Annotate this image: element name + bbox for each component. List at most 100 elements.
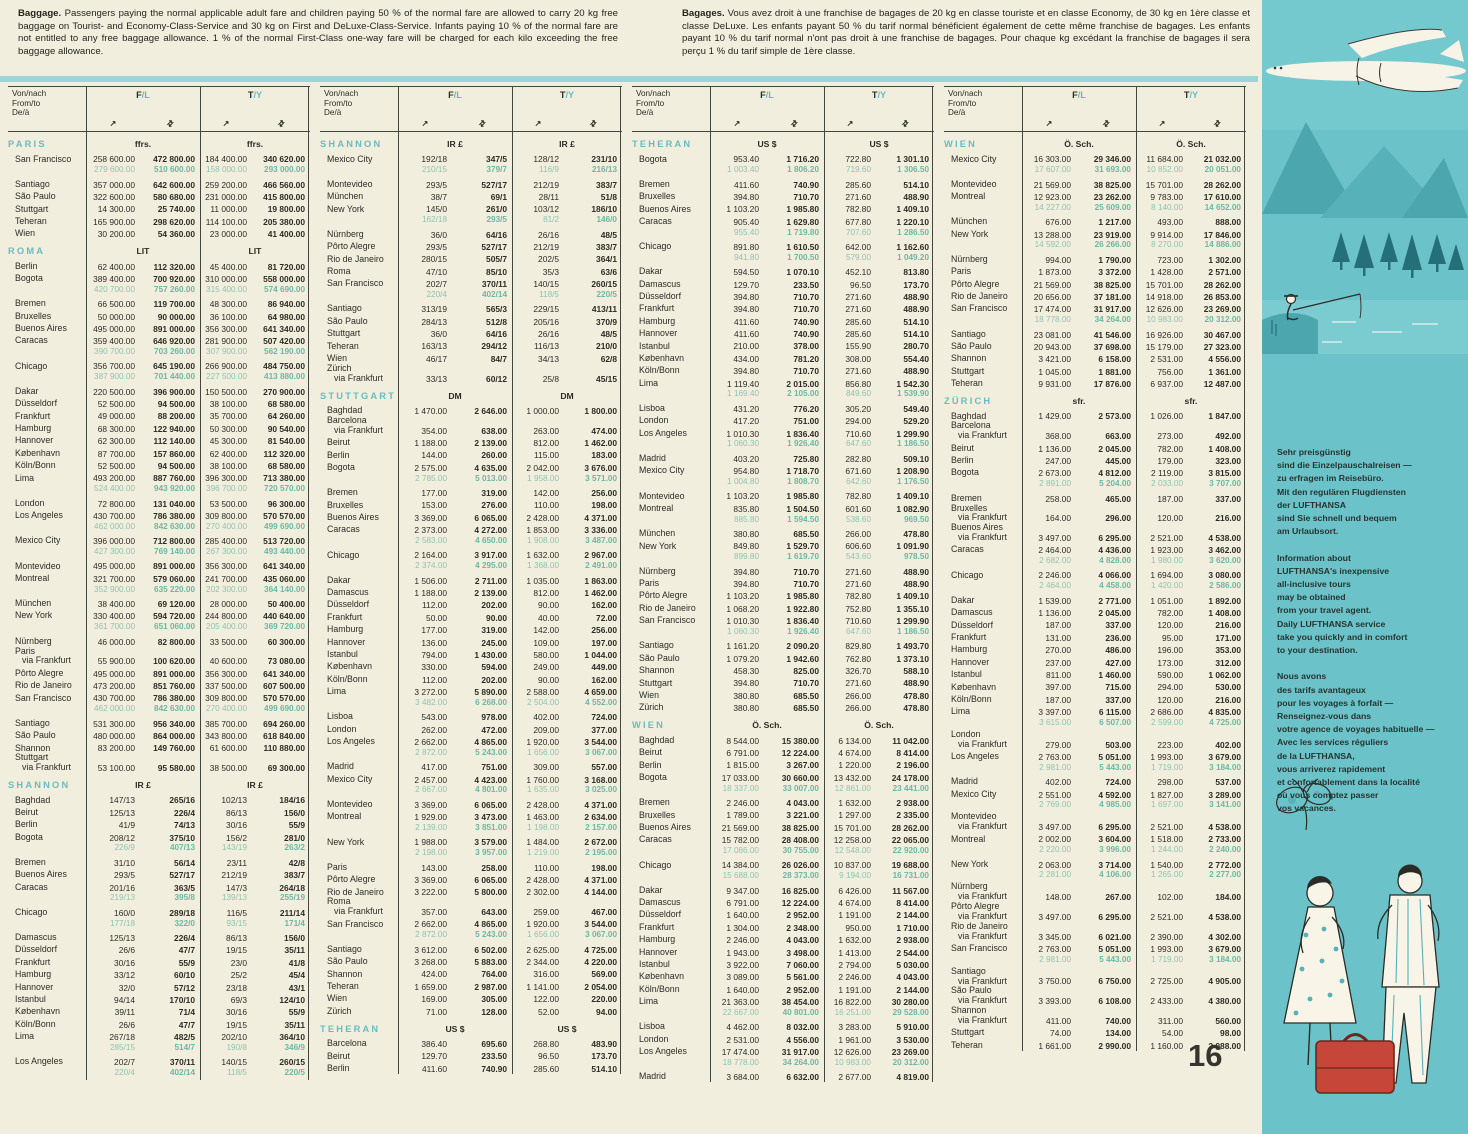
destination-label: Teheran	[15, 215, 47, 226]
fare-value-alt: 12 861.00	[834, 783, 871, 793]
fare-value: 212/19	[533, 179, 559, 190]
fare-value: 12 224.00	[781, 897, 819, 908]
fare-value: 48 300.00	[209, 299, 247, 310]
destination-label: San Francisco	[639, 615, 696, 626]
fare-value: 764.00	[481, 969, 507, 980]
fare-value-alt: 2 872.00	[415, 747, 447, 757]
fare-value: 50 300.00	[209, 423, 247, 434]
fare-value-alt: 279 600.00	[94, 165, 135, 175]
fare-value-alt: 3 067.00	[585, 747, 617, 757]
fare-value: 607 500.00	[263, 680, 305, 691]
tourist-class-header: T/Y	[247, 90, 263, 100]
fare-value: 1 632.00	[838, 798, 871, 808]
fare-value: 6 791.00	[726, 748, 759, 759]
fare-value-alt: 25 609.00	[1094, 202, 1131, 212]
fare-value: 488.90	[903, 304, 929, 315]
fare-value: 241 700.00	[205, 573, 247, 584]
fare-value: 17 610.00	[1203, 191, 1241, 202]
fare-row: Istanbul 811.00 1 460.00 590.00 1 062.00	[944, 668, 1246, 680]
destination-label: Mexico City	[327, 153, 373, 164]
fare-value: 271.60	[845, 304, 871, 315]
fare-value: 50.00	[426, 612, 447, 623]
fare-value: 891 000.00	[153, 668, 195, 679]
fare-value-alt: 1 719.00	[1151, 954, 1183, 964]
fare-value: 36 100.00	[209, 311, 247, 322]
destination-label: Stuttgart	[327, 328, 361, 339]
fare-value: 3 089.00	[726, 972, 759, 983]
origin-city-label: STUTTGART	[320, 390, 397, 401]
couple-icon	[1283, 864, 1440, 1094]
destination-label: Istanbul	[15, 994, 46, 1005]
fare-value: 173.70	[903, 279, 929, 290]
fare-row-alt-season: 955.40 1 719.80 707.60 1 286.50	[632, 227, 934, 237]
destination-label: Bruxelles via Frankfurt	[951, 502, 1007, 523]
fare-value-alt: 216/13	[591, 165, 617, 175]
destination-label: Düsseldorf	[951, 619, 994, 630]
baggage-text-french: Bagages. Vous avez droit à une franchise…	[682, 8, 1250, 57]
oneway-arrow-icon: ↗	[846, 119, 854, 129]
destination-label: Chicago	[327, 549, 360, 560]
fare-value-alt: 20 051.00	[1204, 165, 1241, 175]
fare-value-alt: 1 186.50	[897, 626, 929, 636]
fare-value: 488.90	[903, 366, 929, 377]
fare-value: 163/13	[421, 341, 447, 352]
destination-label: Bremen	[951, 492, 982, 503]
fare-value: 2 575.00	[414, 462, 447, 473]
fare-value: 26/6	[118, 945, 135, 956]
fare-value-alt: 2 220.00	[1039, 845, 1071, 855]
destination-label: Mexico City	[951, 153, 997, 164]
fare-value: 2 335.00	[896, 810, 929, 821]
fare-value: 244 800.00	[205, 611, 247, 622]
fare-value: 710.70	[793, 366, 819, 377]
fare-value: 434.00	[733, 353, 759, 364]
fare-value: 606.60	[845, 541, 871, 552]
fare-value: 956 340.00	[153, 718, 195, 729]
destination-label: Wien	[15, 228, 36, 239]
fare-value: 394.80	[733, 291, 759, 302]
fare-value: 40 600.00	[209, 656, 247, 667]
fare-value: 9 783.00	[1150, 191, 1183, 202]
fare-row: Bruxelles 153.00 276.00 110.00 198.00	[320, 498, 622, 511]
fare-value: 6 021.00	[1098, 931, 1131, 942]
fare-value: 781.20	[793, 353, 819, 364]
fare-row: Istanbul 94/14 170/10 69/3 124/10	[8, 993, 310, 1005]
destination-label: New York	[639, 540, 677, 551]
fare-value: 4 371.00	[584, 512, 617, 523]
fare-value: 953.40	[733, 154, 759, 165]
fare-value: 389 400.00	[93, 273, 135, 284]
fare-value: 724.00	[591, 712, 617, 723]
fare-value: 430 700.00	[93, 510, 135, 521]
fare-row: Chicago 2 164.00 3 917.00 1 632.00 2 967.00	[320, 548, 622, 561]
fare-value: 17 033.00	[721, 772, 759, 783]
fare-row: São Paulo via Frankfurt 3 393.00 6 108.00 2…	[944, 986, 1246, 1007]
fare-value: 202/5	[538, 254, 559, 265]
fare-value: 236.00	[1105, 632, 1131, 643]
fare-value: 69/3	[230, 994, 247, 1005]
fare-value: 8 414.00	[896, 748, 929, 759]
fare-value: 50 400.00	[267, 598, 305, 609]
fare-row: Beirut 1 136.00 2 045.00 782.00 1 408.00	[944, 441, 1246, 454]
fare-value: 85/10	[486, 266, 507, 277]
destination-label: Hannover	[15, 981, 54, 992]
fare-value: 347/5	[486, 154, 507, 165]
fare-value-alt: 4 458.00	[1099, 581, 1131, 591]
fare-value: 296.00	[1105, 513, 1131, 524]
fare-value: 424.00	[421, 969, 447, 980]
fare-row: Köln/Bonn 112.00 202.00 90.00 162.00	[320, 672, 622, 685]
fare-value: 905.40	[733, 216, 759, 227]
fare-value-alt: 842 630.00	[154, 521, 195, 531]
fare-value-alt: 420 700.00	[94, 284, 135, 294]
fare-value: 4 674.00	[838, 748, 871, 759]
destination-label: Istanbul	[951, 669, 982, 680]
fare-value: 3 421.00	[1038, 354, 1071, 365]
fare-value: 4 819.00	[896, 1072, 929, 1083]
destination-label: Madrid	[639, 1071, 666, 1082]
fare-value-alt: 2 586.00	[1209, 581, 1241, 591]
fare-value: 2 015.00	[786, 378, 819, 389]
fare-value: 2 646.00	[474, 405, 507, 416]
fare-value: 3 497.00	[1038, 911, 1071, 922]
first-class-header: F/L	[1072, 90, 1086, 100]
fare-value: 157 860.00	[153, 448, 195, 459]
fare-value: 26 026.00	[781, 860, 819, 871]
fare-value: 383/7	[596, 241, 617, 252]
